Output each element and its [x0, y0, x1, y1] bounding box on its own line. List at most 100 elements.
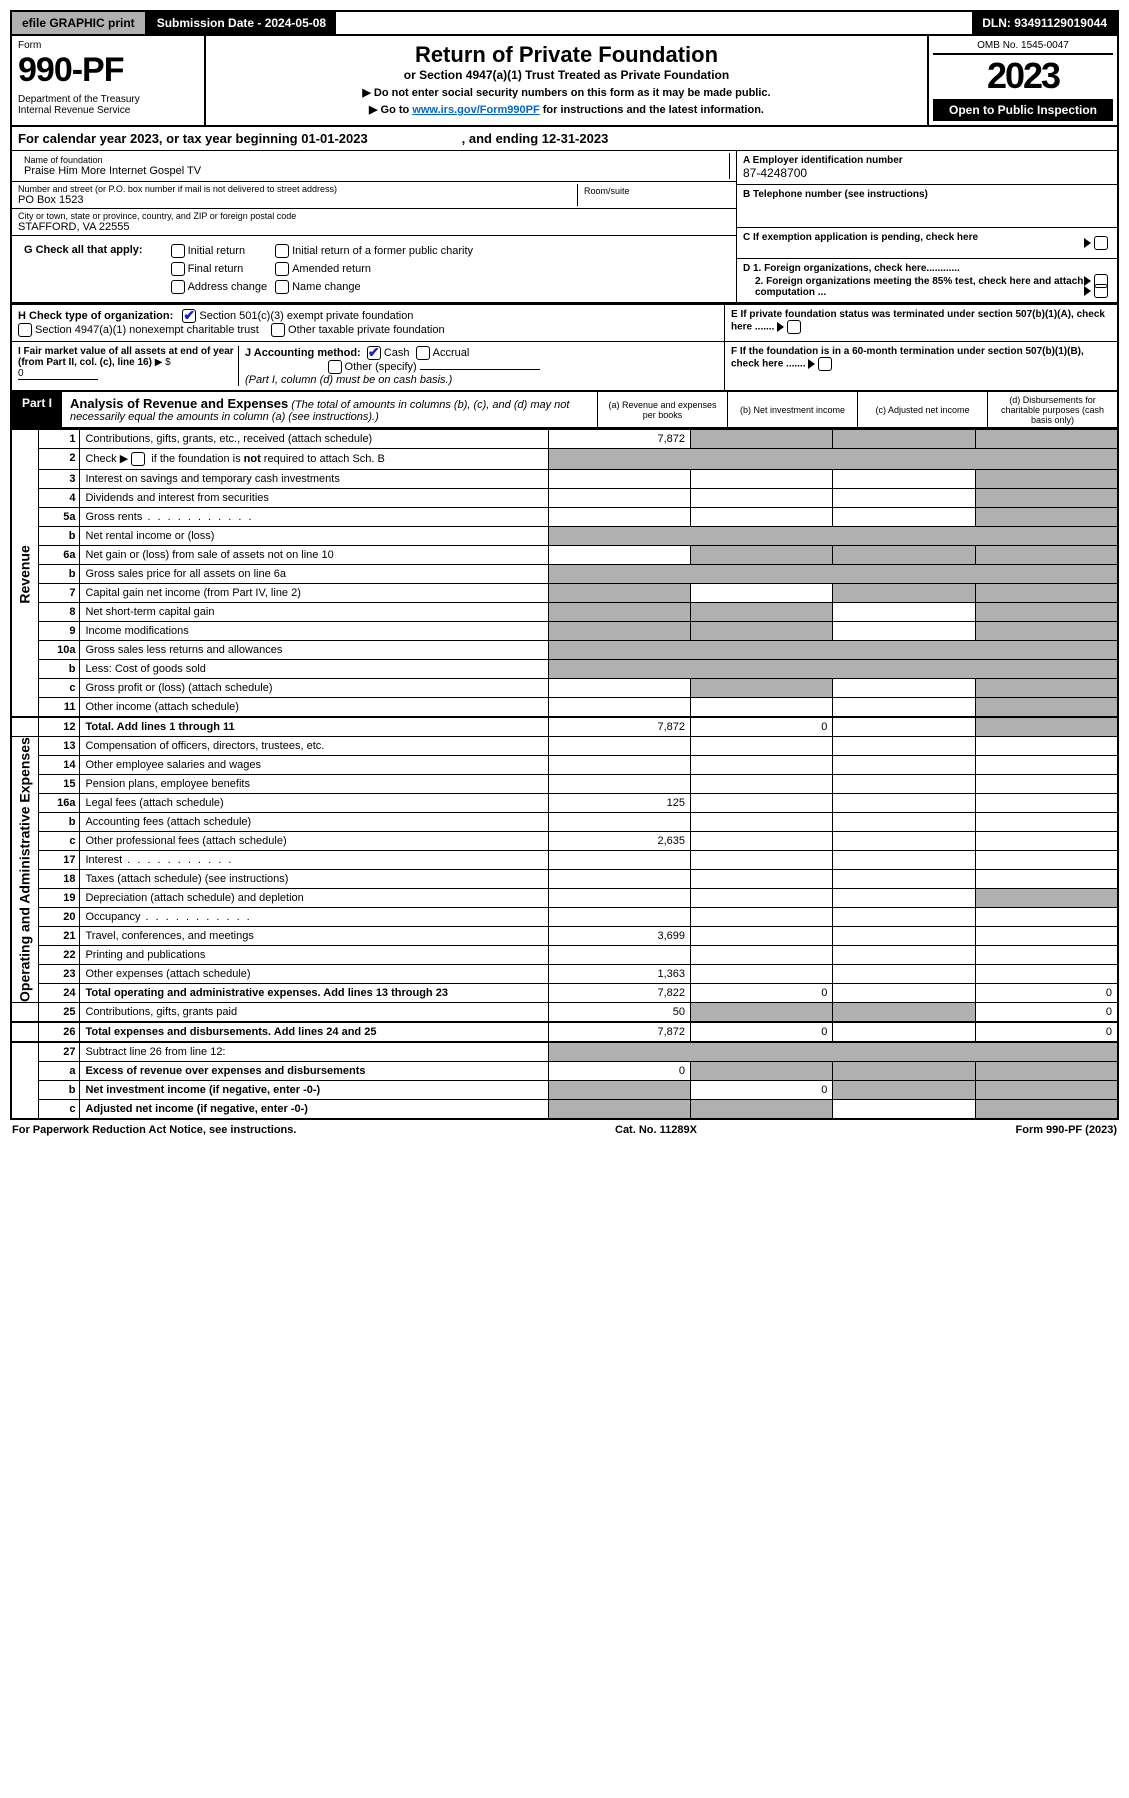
line-22-desc: Printing and publications [80, 946, 548, 965]
line-27c-desc: Adjusted net income (if negative, enter … [85, 1103, 307, 1115]
line-3-num: 3 [39, 470, 80, 489]
col-c-header: (c) Adjusted net income [857, 392, 987, 427]
line-10a-desc: Gross sales less returns and allowances [80, 641, 548, 660]
i-label: I Fair market value of all assets at end… [18, 346, 234, 368]
line-18-desc: Taxes (attach schedule) (see instruction… [80, 870, 548, 889]
4947-checkbox[interactable] [18, 323, 32, 337]
line-16a-num: 16a [39, 794, 80, 813]
line-26-desc: Total expenses and disbursements. Add li… [85, 1026, 376, 1038]
address-label: Number and street (or P.O. box number if… [18, 184, 577, 194]
line-19-num: 19 [39, 889, 80, 908]
line-2-desc: Check ▶ if the foundation is not require… [80, 449, 548, 470]
name-change-checkbox[interactable] [275, 280, 289, 294]
ein-label: A Employer identification number [743, 155, 903, 166]
501c3-label: Section 501(c)(3) exempt private foundat… [199, 310, 413, 322]
efile-print-button[interactable]: efile GRAPHIC print [12, 12, 147, 34]
room-suite-label: Room/suite [578, 184, 730, 206]
top-bar: efile GRAPHIC print Submission Date - 20… [10, 10, 1119, 36]
line-6a-desc: Net gain or (loss) from sale of assets n… [80, 546, 548, 565]
other-taxable-checkbox[interactable] [271, 323, 285, 337]
line-20-num: 20 [39, 908, 80, 927]
other-taxable-label: Other taxable private foundation [288, 324, 445, 336]
c-label: C If exemption application is pending, c… [743, 232, 978, 243]
line-24-d: 0 [975, 984, 1118, 1003]
d2-label: 2. Foreign organizations meeting the 85%… [755, 276, 1083, 298]
irs-link[interactable]: www.irs.gov/Form990PF [412, 104, 539, 116]
line-21-desc: Travel, conferences, and meetings [80, 927, 548, 946]
e-checkbox[interactable] [787, 320, 801, 334]
line-27b-num: b [39, 1081, 80, 1100]
line-25-desc: Contributions, gifts, grants paid [80, 1003, 548, 1023]
line-24-a: 7,822 [548, 984, 690, 1003]
part-1-label: Part I [12, 392, 62, 427]
i-value: 0 [18, 368, 98, 380]
line-1-a: 7,872 [548, 430, 690, 449]
line-16a-a: 125 [548, 794, 690, 813]
line-16b-desc: Accounting fees (attach schedule) [80, 813, 548, 832]
col-d-header: (d) Disbursements for charitable purpose… [987, 392, 1117, 427]
line-5a-desc: Gross rents [80, 508, 548, 527]
line-10a-num: 10a [39, 641, 80, 660]
line-22-num: 22 [39, 946, 80, 965]
line-20-desc: Occupancy [80, 908, 548, 927]
initial-return-checkbox[interactable] [171, 244, 185, 258]
line-24-num: 24 [39, 984, 80, 1003]
amended-return-label: Amended return [292, 263, 371, 275]
line-27a-desc: Excess of revenue over expenses and disb… [85, 1065, 365, 1077]
line-16c-desc: Other professional fees (attach schedule… [80, 832, 548, 851]
form-label: Form [18, 40, 198, 51]
former-charity-checkbox[interactable] [275, 244, 289, 258]
line-12-num: 12 [39, 717, 80, 737]
line-10b-num: b [39, 660, 80, 679]
line-18-num: 18 [39, 870, 80, 889]
analysis-table: Revenue 1 Contributions, gifts, grants, … [10, 429, 1119, 1120]
line-11-num: 11 [39, 698, 80, 718]
line-3-desc: Interest on savings and temporary cash i… [80, 470, 548, 489]
line-5b-desc: Net rental income or (loss) [80, 527, 548, 546]
c-checkbox[interactable] [1094, 236, 1108, 250]
line-12-b: 0 [691, 717, 833, 737]
former-charity-label: Initial return of a former public charit… [292, 245, 473, 257]
line-27b-b: 0 [691, 1081, 833, 1100]
address-change-checkbox[interactable] [171, 280, 185, 294]
f-checkbox[interactable] [818, 357, 832, 371]
final-return-checkbox[interactable] [171, 262, 185, 276]
telephone-label: B Telephone number (see instructions) [743, 189, 928, 200]
form-subtitle: or Section 4947(a)(1) Trust Treated as P… [212, 68, 921, 82]
line-27-desc: Subtract line 26 from line 12: [80, 1042, 548, 1062]
line-5a-num: 5a [39, 508, 80, 527]
line-11-desc: Other income (attach schedule) [80, 698, 548, 718]
city-value: STAFFORD, VA 22555 [18, 221, 730, 233]
sch-b-checkbox[interactable] [131, 452, 145, 466]
line-5b-num: b [39, 527, 80, 546]
name-label: Name of foundation [24, 155, 723, 165]
part-1-header: Part I Analysis of Revenue and Expenses … [10, 392, 1119, 429]
ein-value: 87-4248700 [743, 166, 807, 180]
amended-return-checkbox[interactable] [275, 262, 289, 276]
line-10b-desc: Less: Cost of goods sold [80, 660, 548, 679]
line-12-a: 7,872 [548, 717, 690, 737]
line-1-desc: Contributions, gifts, grants, etc., rece… [80, 430, 548, 449]
h-row: H Check type of organization: Section 50… [10, 305, 1119, 342]
line-24-b: 0 [691, 984, 833, 1003]
accrual-label: Accrual [433, 347, 470, 359]
other-specify-label: Other (specify) [345, 361, 417, 373]
form-title: Return of Private Foundation [212, 42, 921, 68]
footer-right: Form 990-PF (2023) [1016, 1124, 1117, 1136]
h-label: H Check type of organization: [18, 310, 173, 322]
line-27a-num: a [39, 1062, 80, 1081]
line-23-a: 1,363 [548, 965, 690, 984]
address-change-label: Address change [188, 281, 268, 293]
d2-checkbox[interactable] [1094, 284, 1108, 298]
d1-label: D 1. Foreign organizations, check here..… [743, 263, 960, 274]
other-checkbox[interactable] [328, 360, 342, 374]
line-26-num: 26 [39, 1022, 80, 1042]
line-4-desc: Dividends and interest from securities [80, 489, 548, 508]
page-footer: For Paperwork Reduction Act Notice, see … [10, 1120, 1119, 1140]
line-26-a: 7,872 [548, 1022, 690, 1042]
accrual-checkbox[interactable] [416, 346, 430, 360]
line-7-desc: Capital gain net income (from Part IV, l… [80, 584, 548, 603]
cash-checkbox[interactable] [367, 346, 381, 360]
501c3-checkbox[interactable] [182, 309, 196, 323]
line-23-num: 23 [39, 965, 80, 984]
